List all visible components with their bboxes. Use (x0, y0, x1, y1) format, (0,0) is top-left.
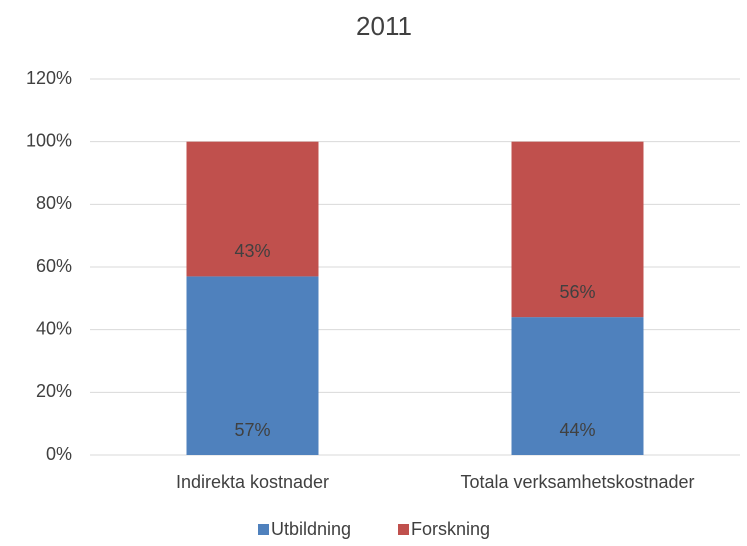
legend-label: Utbildning (271, 519, 351, 539)
legend-marker (258, 524, 269, 535)
y-tick-label: 0% (46, 444, 72, 464)
y-tick-label: 80% (36, 193, 72, 213)
legend-marker (398, 524, 409, 535)
x-tick-label: Indirekta kostnader (176, 472, 329, 492)
data-label: 44% (559, 420, 595, 440)
y-tick-label: 100% (26, 130, 72, 150)
chart-title: 2011 (356, 11, 412, 41)
bar-segment (511, 317, 644, 455)
bar-segment (186, 141, 319, 277)
bar-segment (186, 276, 319, 455)
y-tick-label: 40% (36, 318, 72, 338)
legend-label: Forskning (411, 519, 490, 539)
y-tick-label: 120% (26, 68, 72, 88)
y-tick-label: 20% (36, 381, 72, 401)
bar-segment (511, 141, 644, 318)
data-label: 43% (234, 241, 270, 261)
x-tick-label: Totala verksamhetskostnader (460, 472, 694, 492)
y-tick-label: 60% (36, 256, 72, 276)
data-label: 57% (234, 420, 270, 440)
data-label: 56% (559, 282, 595, 302)
